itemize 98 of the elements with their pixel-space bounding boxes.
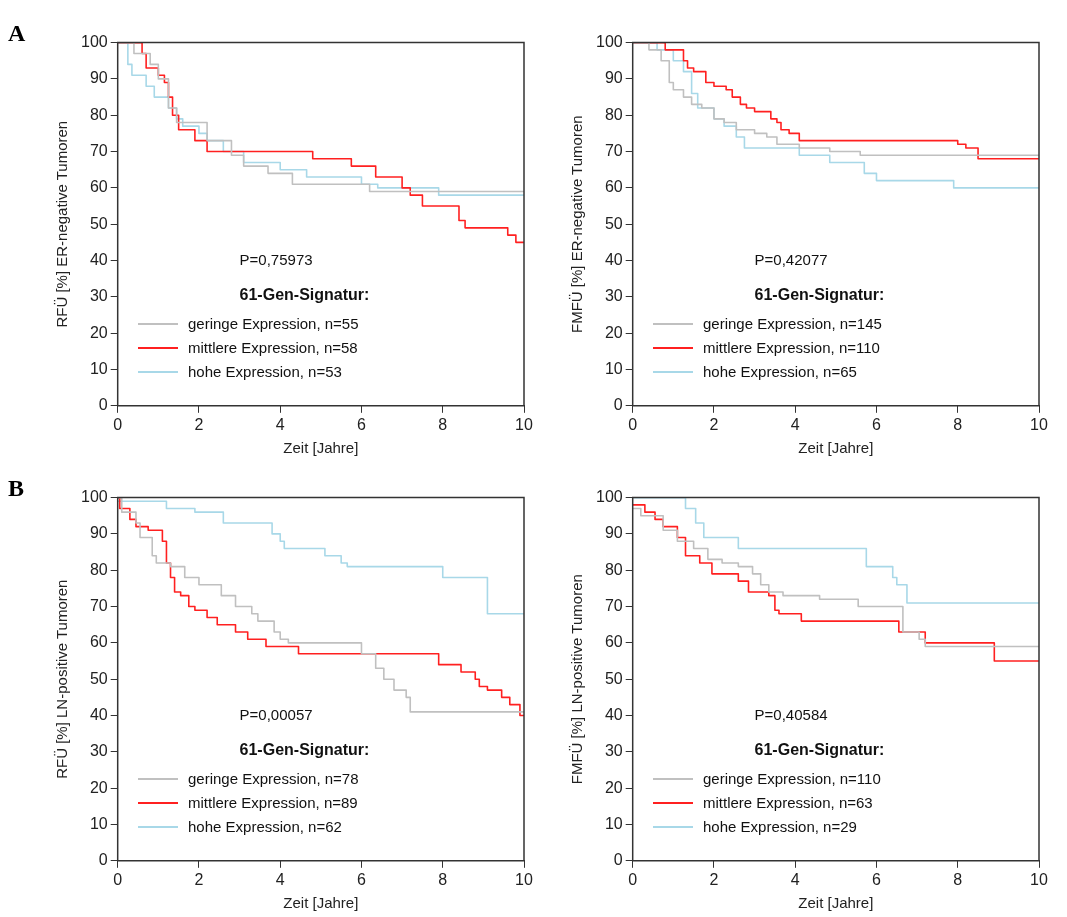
annotation: P=0,00057 — [239, 705, 313, 723]
legend-title: 61-Gen-Signatur: — [754, 285, 885, 304]
x-tick-label: 0 — [113, 415, 123, 433]
y-tick-label: 100 — [80, 488, 108, 506]
chart-title: A — [8, 20, 26, 47]
y-tick-label: 90 — [604, 69, 623, 87]
x-axis-title: Zeit [Jahre] — [798, 894, 874, 912]
x-tick-label: 2 — [194, 415, 204, 433]
legend-label: hohe Expression, n=62 — [188, 818, 342, 836]
x-tick-label: 2 — [194, 870, 204, 888]
legend-label: geringe Expression, n=145 — [703, 315, 882, 333]
legend-label: geringe Expression, n=55 — [188, 315, 359, 333]
x-tick-label: 6 — [357, 870, 367, 888]
legend-label: mittlere Expression, n=63 — [703, 794, 873, 812]
x-tick-label: 0 — [628, 870, 638, 888]
y-tick-label: 30 — [89, 742, 108, 760]
x-tick-label: 8 — [953, 870, 963, 888]
y-tick-label: 50 — [604, 669, 623, 687]
x-tick-label: 8 — [953, 415, 963, 433]
y-tick-label: 0 — [98, 396, 108, 414]
x-tick-label: 6 — [872, 415, 882, 433]
x-tick-label: 10 — [1030, 870, 1048, 888]
y-tick-label: 70 — [89, 141, 108, 159]
x-axis-title: Zeit [Jahre] — [283, 894, 359, 912]
x-tick-label: 2 — [709, 870, 719, 888]
y-tick-label: 20 — [604, 323, 623, 341]
y-tick-label: 100 — [595, 488, 623, 506]
y-tick-label: 30 — [89, 287, 108, 305]
chart-title: B — [8, 475, 25, 502]
y-tick-label: 80 — [604, 105, 623, 123]
y-axis-title: RFÜ [%] ER-negative Tumoren — [53, 120, 71, 328]
x-tick-label: 4 — [275, 870, 285, 888]
x-axis-title: Zeit [Jahre] — [798, 439, 874, 457]
legend-label: mittlere Expression, n=110 — [703, 339, 880, 357]
x-tick-label: 10 — [1030, 415, 1048, 433]
y-tick-label: 100 — [595, 33, 623, 51]
x-tick-label: 2 — [709, 415, 719, 433]
y-tick-label: 20 — [89, 778, 108, 796]
y-tick-label: 0 — [613, 396, 623, 414]
y-tick-label: 90 — [89, 524, 108, 542]
y-tick-label: 50 — [604, 214, 623, 232]
y-tick-label: 40 — [89, 705, 108, 723]
legend-label: geringe Expression, n=110 — [703, 770, 881, 788]
legend-label: hohe Expression, n=65 — [703, 363, 857, 381]
y-tick-label: 70 — [604, 596, 623, 614]
y-axis-title: FMFÜ [%] LN-positive Tumoren — [568, 574, 586, 785]
y-tick-label: 60 — [89, 178, 108, 196]
y-tick-label: 50 — [89, 669, 108, 687]
legend-label: hohe Expression, n=29 — [703, 818, 857, 836]
y-tick-label: 80 — [89, 105, 108, 123]
y-tick-label: 80 — [604, 560, 623, 578]
x-axis-title: Zeit [Jahre] — [283, 439, 359, 457]
y-tick-label: 10 — [604, 814, 623, 832]
y-tick-label: 60 — [604, 633, 623, 651]
legend-label: hohe Expression, n=53 — [188, 363, 342, 381]
y-tick-label: 60 — [604, 178, 623, 196]
y-tick-label: 40 — [604, 250, 623, 268]
y-tick-label: 80 — [89, 560, 108, 578]
y-axis-title: FMFÜ [%] ER-negative Tumoren — [568, 115, 586, 333]
y-tick-label: 70 — [604, 141, 623, 159]
annotation: P=0,75973 — [239, 250, 313, 268]
y-tick-label: 70 — [89, 596, 108, 614]
y-tick-label: 100 — [80, 33, 108, 51]
x-tick-label: 6 — [357, 415, 367, 433]
y-tick-label: 20 — [604, 778, 623, 796]
x-tick-label: 8 — [438, 870, 448, 888]
legend-title: 61-Gen-Signatur: — [239, 740, 370, 759]
y-axis-title: RFÜ [%] LN-positive Tumoren — [53, 579, 71, 779]
y-tick-label: 30 — [604, 287, 623, 305]
y-tick-label: 90 — [604, 524, 623, 542]
y-tick-label: 40 — [89, 250, 108, 268]
legend-title: 61-Gen-Signatur: — [754, 740, 885, 759]
x-tick-label: 4 — [790, 870, 800, 888]
x-tick-label: 6 — [872, 870, 882, 888]
y-tick-label: 10 — [89, 814, 108, 832]
annotation: P=0,40584 — [754, 705, 828, 723]
x-tick-label: 4 — [275, 415, 285, 433]
x-tick-label: 10 — [515, 415, 533, 433]
y-tick-label: 20 — [89, 323, 108, 341]
y-tick-label: 50 — [89, 214, 108, 232]
y-tick-label: 0 — [98, 851, 108, 869]
y-tick-label: 90 — [89, 69, 108, 87]
y-tick-label: 0 — [613, 851, 623, 869]
y-tick-label: 10 — [604, 359, 623, 377]
legend-label: mittlere Expression, n=58 — [188, 339, 358, 357]
y-tick-label: 10 — [89, 359, 108, 377]
x-tick-label: 4 — [790, 415, 800, 433]
x-tick-label: 8 — [438, 415, 448, 433]
legend-title: 61-Gen-Signatur: — [239, 285, 370, 304]
legend-label: geringe Expression, n=78 — [188, 770, 359, 788]
y-tick-label: 60 — [89, 633, 108, 651]
legend-label: mittlere Expression, n=89 — [188, 794, 358, 812]
x-tick-label: 0 — [113, 870, 123, 888]
y-tick-label: 30 — [604, 742, 623, 760]
x-tick-label: 10 — [515, 870, 533, 888]
y-tick-label: 40 — [604, 705, 623, 723]
annotation: P=0,42077 — [754, 250, 828, 268]
x-tick-label: 0 — [628, 415, 638, 433]
